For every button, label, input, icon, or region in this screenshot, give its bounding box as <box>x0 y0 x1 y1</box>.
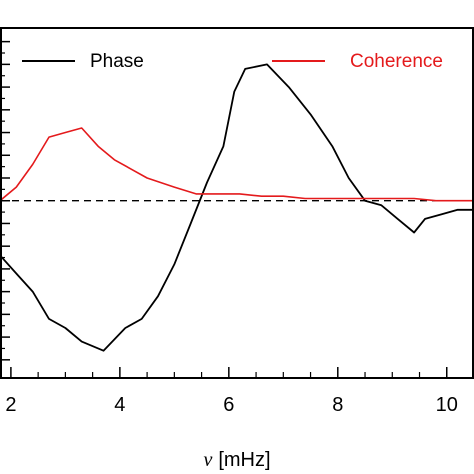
axes: 2 4 6 8 10 <box>0 27 474 416</box>
x-tick-label: 4 <box>114 394 125 416</box>
series-line-coherence <box>0 127 474 202</box>
x-axis-symbol: ν <box>203 449 212 471</box>
x-tick-label: 6 <box>223 394 234 416</box>
x-axis-unit: [mHz] <box>218 449 270 471</box>
x-tick-label: 2 <box>5 394 16 416</box>
x-tick-label: 10 <box>436 394 458 416</box>
series-layer <box>0 63 474 352</box>
x-tick-label: 8 <box>332 394 343 416</box>
svg-text:ν[mHz]: ν [mHz] <box>203 449 270 471</box>
series-line-phase <box>0 63 474 352</box>
legend-coherence-label: Coherence <box>350 51 443 72</box>
legend-phase-label: Phase <box>90 51 144 72</box>
x-axis-label: ν [mHz] <box>203 449 270 471</box>
legend: Phase Coherence <box>22 51 443 72</box>
